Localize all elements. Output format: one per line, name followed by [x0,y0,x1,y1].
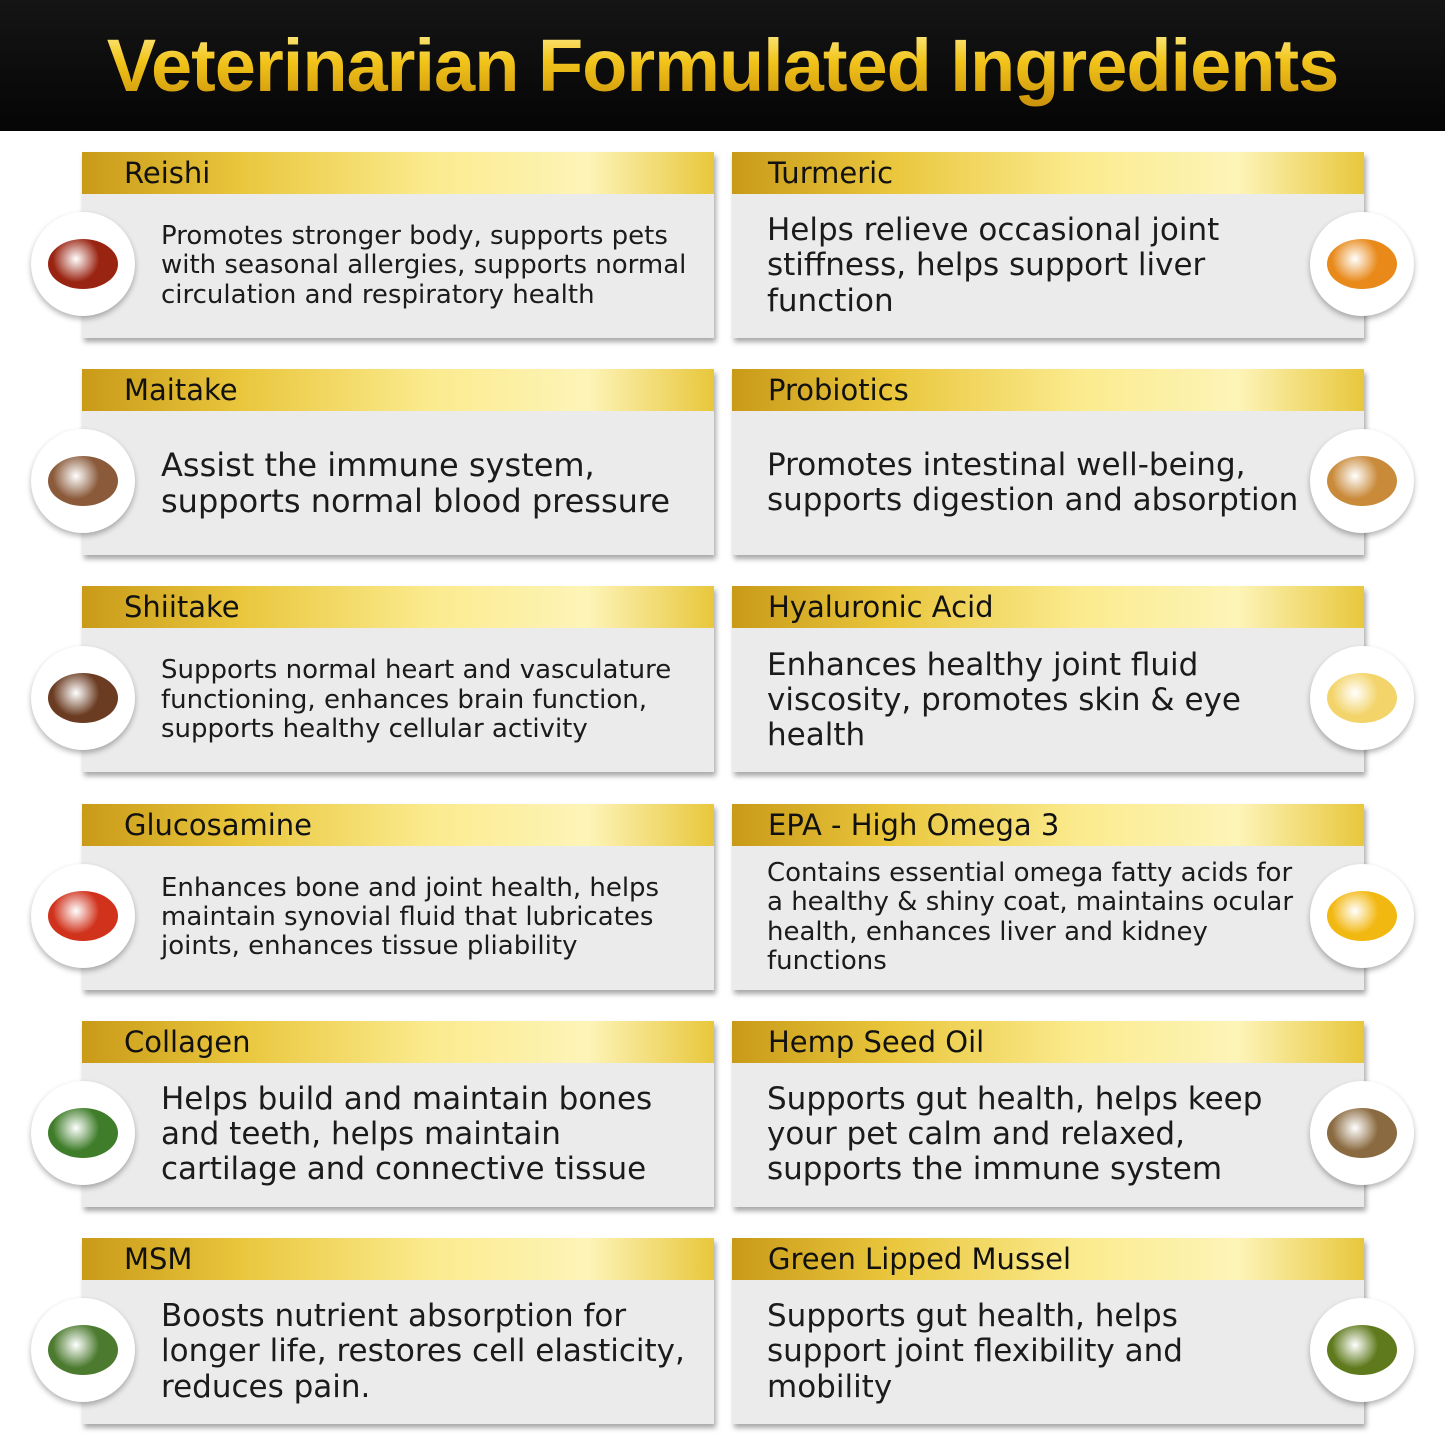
ingredient-name: Glucosamine [82,803,714,846]
ingredient-card: Hemp Seed Oil Supports gut health, helps… [732,1020,1364,1207]
ingredient-card: Glucosamine Enhances bone and joint heal… [82,803,714,990]
ingredient-description: Supports gut health, helps keep your pet… [767,1081,1263,1188]
fluid-bowl-icon [1327,673,1397,724]
ingredient-description: Supports normal heart and vasculature fu… [161,655,672,745]
ingredient-image [1310,646,1414,751]
ingredient-description: Promotes intestinal well-being, supports… [767,447,1299,519]
ingredient-description: Supports gut health, helps support joint… [767,1298,1183,1405]
ingredient-description: Assist the immune system, supports norma… [161,446,671,521]
ingredient-description: Contains essential omega fatty acids for… [767,857,1294,976]
ingredient-name: Collagen [82,1020,714,1063]
ingredient-name: Shiitake [82,586,714,629]
ingredient-name: Green Lipped Mussel [732,1238,1364,1280]
ingredient-image [1310,863,1414,968]
ingredient-card: Hyaluronic Acid Enhances healthy joint f… [732,586,1364,773]
ingredient-image [31,1298,135,1402]
ingredient-card: Collagen Helps build and maintain bones … [82,1020,714,1207]
probiotics-icon [1327,456,1397,507]
leafy-greens-icon [48,1107,118,1158]
ingredient-description: Promotes stronger body, supports pets wi… [161,220,687,310]
ingredient-name: Reishi [82,152,714,194]
ingredient-card: Probiotics Promotes intestinal well-bein… [732,369,1364,556]
ingredient-image [1310,1080,1414,1185]
title-banner: Veterinarian Formulated Ingredients [0,0,1445,131]
maitake-mushroom-icon [48,456,118,507]
page-title: Veterinarian Formulated Ingredients [106,24,1340,107]
ingredient-description: Helps build and maintain bones and teeth… [161,1081,653,1188]
ingredient-card: Reishi Promotes stronger body, supports … [82,152,714,338]
turmeric-root-icon [1327,239,1397,289]
ingredient-name: MSM [82,1238,714,1280]
ingredient-card: Maitake Assist the immune system, suppor… [82,369,714,556]
ingredient-image [31,429,135,534]
ingredient-image [1310,429,1414,534]
omega-3-icon [1327,890,1397,941]
mussel-icon [1327,1325,1397,1375]
lobster-icon [48,890,118,941]
ingredient-name: Probiotics [732,369,1364,412]
ingredient-image [1310,212,1414,316]
shiitake-mushroom-icon [48,673,118,724]
ingredient-image [31,1080,135,1185]
ingredient-name: EPA - High Omega 3 [732,803,1364,846]
ingredient-card: EPA - High Omega 3 Contains essential om… [732,803,1364,990]
ingredient-name: Hemp Seed Oil [732,1020,1364,1063]
ingredient-image [1310,1298,1414,1402]
ingredient-description: Enhances bone and joint health, helps ma… [161,872,660,962]
ingredient-card: Shiitake Supports normal heart and vascu… [82,586,714,773]
ingredient-card: MSM Boosts nutrient absorption for longe… [82,1238,714,1424]
ingredient-card: Turmeric Helps relieve occasional joint … [732,152,1364,338]
ingredient-image [31,212,135,316]
ingredient-description: Boosts nutrient absorption for longer li… [161,1298,685,1405]
herbs-mortar-icon [48,1325,118,1375]
ingredient-name: Maitake [82,369,714,412]
ingredient-card: Green Lipped Mussel Supports gut health,… [732,1238,1364,1424]
reishi-mushroom-icon [48,239,118,289]
hemp-seeds-icon [1327,1107,1397,1158]
ingredient-image [31,863,135,968]
ingredient-image [31,646,135,751]
ingredient-name: Hyaluronic Acid [732,586,1364,629]
ingredient-name: Turmeric [732,152,1364,194]
ingredient-description: Enhances healthy joint fluid viscosity, … [767,646,1241,753]
ingredient-description: Helps relieve occasional joint stiffness… [767,212,1220,319]
